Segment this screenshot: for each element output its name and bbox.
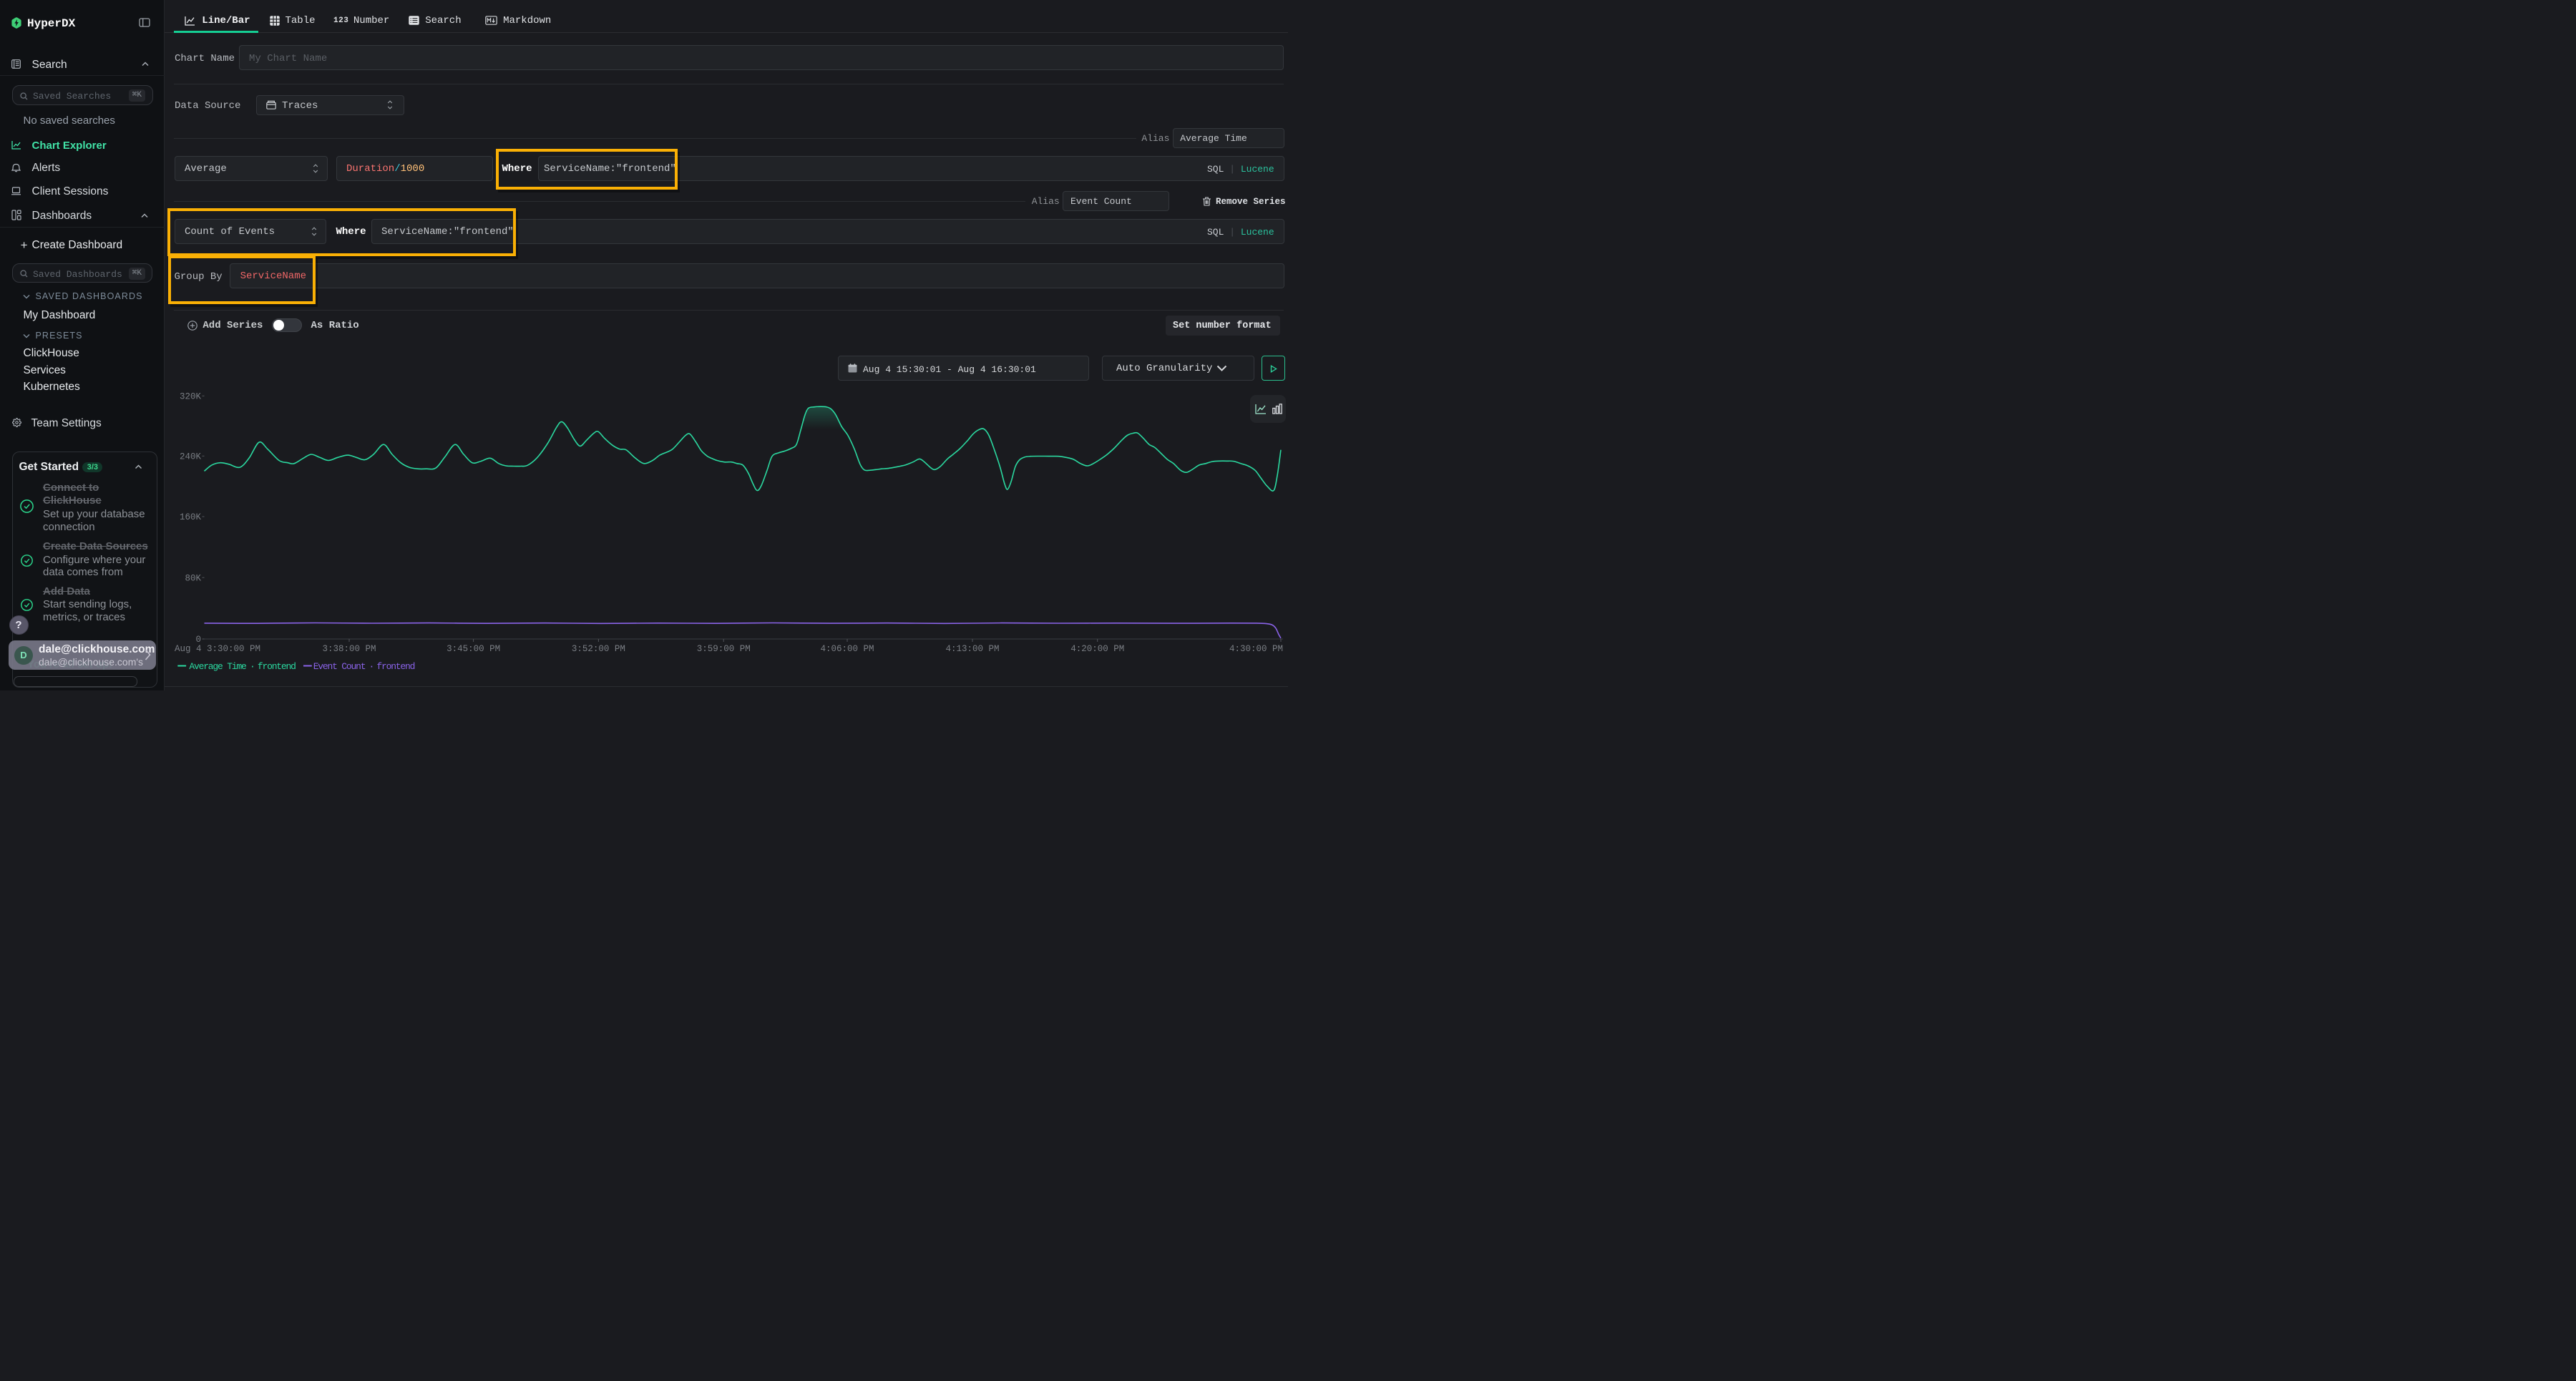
svg-text:frontend: frontend (258, 661, 296, 672)
svg-text:4:20:00 PM: 4:20:00 PM (1070, 644, 1124, 654)
svg-text:Average Time: Average Time (189, 661, 246, 672)
svg-text:80K: 80K (185, 573, 201, 583)
svg-text:frontend: frontend (376, 661, 414, 672)
svg-text:3:59:00 PM: 3:59:00 PM (697, 644, 751, 654)
svg-text:·: · (369, 661, 374, 672)
svg-text:Aug 4 3:30:00 PM: Aug 4 3:30:00 PM (175, 644, 260, 654)
svg-text:320K: 320K (180, 392, 202, 402)
svg-text:160K: 160K (180, 512, 202, 522)
svg-text:3:52:00 PM: 3:52:00 PM (572, 644, 625, 654)
svg-text:4:30:00 PM: 4:30:00 PM (1229, 644, 1283, 654)
svg-text:0: 0 (195, 635, 201, 645)
svg-text:3:45:00 PM: 3:45:00 PM (447, 644, 500, 654)
svg-text:3:38:00 PM: 3:38:00 PM (322, 644, 376, 654)
svg-text:4:06:00 PM: 4:06:00 PM (820, 644, 874, 654)
svg-text:·: · (250, 661, 255, 672)
svg-text:240K: 240K (180, 452, 202, 462)
svg-text:4:13:00 PM: 4:13:00 PM (945, 644, 999, 654)
svg-text:Event Count: Event Count (313, 661, 366, 672)
